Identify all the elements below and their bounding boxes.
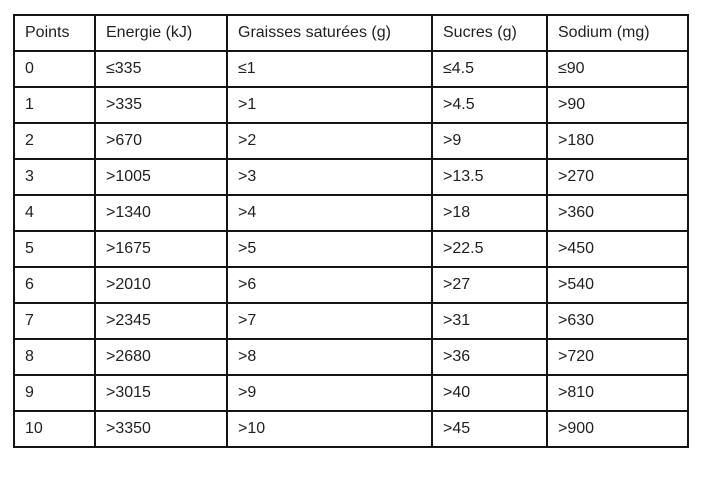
cell-energie: >3015 [94,374,228,412]
cell-sodium: >540 [546,266,689,304]
cell-points: 10 [13,410,96,448]
cell-graisses: >6 [226,266,433,304]
cell-energie: >3350 [94,410,228,448]
cell-energie: ≤335 [94,50,228,88]
cell-sucres: ≤4.5 [431,50,548,88]
cell-points: 0 [13,50,96,88]
cell-sodium: >810 [546,374,689,412]
cell-graisses: >3 [226,158,433,196]
cell-graisses: >7 [226,302,433,340]
cell-energie: >1005 [94,158,228,196]
table-row: 4 >1340 >4 >18 >360 [13,194,689,232]
cell-sodium: >630 [546,302,689,340]
column-header-sodium: Sodium (mg) [546,14,689,52]
cell-sodium: >720 [546,338,689,376]
cell-sodium: >900 [546,410,689,448]
cell-sodium: >360 [546,194,689,232]
cell-sucres: >13.5 [431,158,548,196]
cell-energie: >1340 [94,194,228,232]
cell-graisses: ≤1 [226,50,433,88]
table-body: 0 ≤335 ≤1 ≤4.5 ≤90 1 >335 >1 >4.5 >90 2 >670 >2 >9 >18… [13,50,689,448]
cell-energie: >2010 [94,266,228,304]
cell-energie: >2680 [94,338,228,376]
table-row: 9 >3015 >9 >40 >810 [13,374,689,412]
cell-sucres: >4.5 [431,86,548,124]
cell-sodium: >90 [546,86,689,124]
cell-energie: >670 [94,122,228,160]
cell-graisses: >10 [226,410,433,448]
cell-points: 1 [13,86,96,124]
cell-graisses: >5 [226,230,433,268]
table-row: 2 >670 >2 >9 >180 [13,122,689,160]
table-header: Points Energie (kJ) Graisses saturées (g) S… [13,14,689,52]
cell-graisses: >1 [226,86,433,124]
table-row: 6 >2010 >6 >27 >540 [13,266,689,304]
cell-points: 2 [13,122,96,160]
cell-points: 8 [13,338,96,376]
cell-sucres: >36 [431,338,548,376]
cell-sucres: >9 [431,122,548,160]
cell-sucres: >40 [431,374,548,412]
header-row: Points Energie (kJ) Graisses saturées (g) S… [13,14,689,52]
table-row: 10 >3350 >10 >45 >900 [13,410,689,448]
table-row: 7 >2345 >7 >31 >630 [13,302,689,340]
cell-sodium: ≤90 [546,50,689,88]
table-row: 0 ≤335 ≤1 ≤4.5 ≤90 [13,50,689,88]
cell-sodium: >180 [546,122,689,160]
nutrition-points-table: Points Energie (kJ) Graisses saturées (g) S… [13,14,689,448]
cell-sucres: >45 [431,410,548,448]
cell-points: 4 [13,194,96,232]
cell-graisses: >8 [226,338,433,376]
column-header-graisses: Graisses saturées (g) [226,14,433,52]
cell-sodium: >270 [546,158,689,196]
cell-sucres: >27 [431,266,548,304]
cell-energie: >2345 [94,302,228,340]
cell-points: 7 [13,302,96,340]
table-row: 8 >2680 >8 >36 >720 [13,338,689,376]
cell-graisses: >9 [226,374,433,412]
cell-graisses: >2 [226,122,433,160]
column-header-energie: Energie (kJ) [94,14,228,52]
column-header-sucres: Sucres (g) [431,14,548,52]
cell-sucres: >22.5 [431,230,548,268]
cell-points: 3 [13,158,96,196]
cell-energie: >335 [94,86,228,124]
column-header-points: Points [13,14,96,52]
cell-sucres: >31 [431,302,548,340]
table-row: 3 >1005 >3 >13.5 >270 [13,158,689,196]
cell-points: 6 [13,266,96,304]
cell-energie: >1675 [94,230,228,268]
cell-graisses: >4 [226,194,433,232]
cell-sucres: >18 [431,194,548,232]
cell-points: 5 [13,230,96,268]
table-row: 1 >335 >1 >4.5 >90 [13,86,689,124]
cell-sodium: >450 [546,230,689,268]
cell-points: 9 [13,374,96,412]
table-row: 5 >1675 >5 >22.5 >450 [13,230,689,268]
